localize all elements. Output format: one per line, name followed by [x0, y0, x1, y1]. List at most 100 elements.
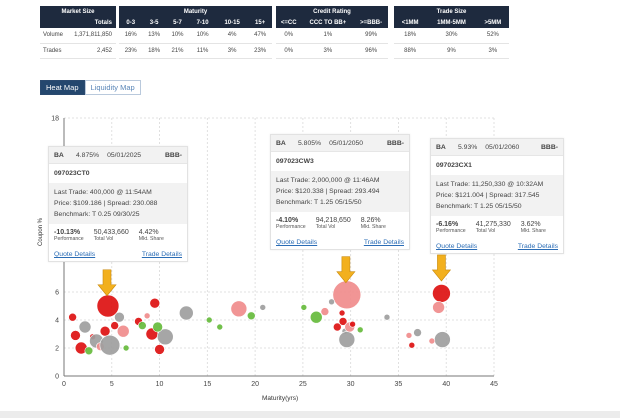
x-tick-label: 10: [156, 381, 164, 388]
y-tick-label: 18: [51, 116, 59, 123]
table-row: 18% 30% 52%: [394, 28, 509, 44]
cell: 30%: [426, 28, 477, 44]
y-tick-label: 0: [55, 374, 59, 381]
col-header: 10-15: [215, 17, 249, 28]
highlight-arrow-icon: [431, 254, 452, 282]
cell: 3%: [215, 43, 249, 59]
trade-details-link[interactable]: Trade Details: [517, 243, 558, 250]
table-row: 16% 13% 10% 10% 4% 47%: [119, 28, 272, 44]
cell: 4%: [215, 28, 249, 44]
card-price: Price: $121.004 | Spread: 317.545: [436, 192, 540, 199]
mkt-share-label: Mkt. Share: [360, 224, 386, 230]
x-tick-label: 25: [299, 381, 307, 388]
table-row: Volume 1,371,811,850: [40, 28, 116, 44]
cell: 47%: [248, 28, 272, 44]
data-point: [99, 334, 121, 356]
arrow-shape: [336, 256, 356, 284]
data-point: [428, 337, 436, 345]
x-tick-label: 40: [442, 381, 450, 388]
bond-card-1: BA 4.875% 05/01/2025 BBB- 097023CT0 Last…: [48, 146, 188, 262]
data-point: [383, 313, 391, 321]
x-tick-label: 35: [395, 381, 403, 388]
y-tick-label: 6: [55, 290, 59, 297]
card-price: Price: $120.338 | Spread: 293.494: [276, 188, 380, 195]
x-tick-label: 20: [251, 381, 259, 388]
cell: 10%: [189, 28, 216, 44]
trade-header: Trade Size: [394, 6, 509, 17]
card-last-trade: Last Trade: 11,250,330 @ 10:32AM: [436, 181, 544, 188]
data-point: [230, 300, 248, 318]
card-benchmark: Benchmark: T 0.25 09/30/25: [54, 211, 140, 218]
card-benchmark: Benchmark: T 1.25 05/15/50: [436, 203, 522, 210]
data-point: [432, 284, 451, 303]
data-point: [152, 321, 163, 333]
card-cusip: 097023CX1: [436, 162, 472, 169]
quote-details-link[interactable]: Quote Details: [54, 251, 96, 258]
card-mkt-share: 4.42%: [138, 229, 159, 236]
market-size-header: Market Size: [40, 6, 116, 17]
card-performance: -4.10%: [276, 217, 299, 224]
data-point: [68, 312, 77, 322]
trade-size-table: Trade Size <1MM 1MM-5MM >5MM 18% 30% 52%…: [394, 6, 509, 59]
market-size-table: Market Size Totals Volume 1,371,811,850 …: [40, 6, 116, 59]
cell: 0%: [276, 43, 302, 59]
data-point: [149, 297, 161, 309]
card-ticker: BA: [436, 143, 446, 151]
x-tick-label: 45: [490, 381, 498, 388]
data-point: [99, 325, 111, 337]
card-mkt-share: 3.62%: [520, 221, 541, 228]
data-point: [116, 324, 130, 338]
data-point: [179, 305, 194, 321]
card-price: Price: $109.186 | Spread: 230.088: [54, 200, 158, 207]
x-tick-label: 15: [203, 381, 211, 388]
cell: 23%: [248, 43, 272, 59]
card-total-vol: 94,218,650: [315, 217, 351, 224]
trade-details-link[interactable]: Trade Details: [363, 239, 404, 246]
liquidity-map-tab[interactable]: Liquidity Map: [84, 80, 141, 95]
card-cusip: 097023CW3: [276, 158, 314, 165]
highlight-arrow-icon: [97, 269, 117, 297]
quote-details-link[interactable]: Quote Details: [436, 243, 478, 250]
highlight-arrow-icon: [336, 256, 356, 284]
data-point: [110, 321, 119, 330]
performance-label: Performance: [436, 228, 466, 234]
total-vol-label: Total Vol: [93, 236, 114, 242]
data-point: [338, 331, 356, 348]
table-row: 0% 3% 96%: [276, 43, 388, 59]
data-point: [338, 309, 346, 317]
col-header: >5MM: [476, 17, 509, 28]
heat-map-tab[interactable]: Heat Map: [40, 80, 85, 95]
performance-label: Performance: [54, 236, 84, 242]
row-label: Trades: [40, 43, 68, 59]
data-point: [143, 312, 151, 320]
total-vol-label: Total Vol: [475, 228, 496, 234]
card-last-trade: Last Trade: 2,000,000 @ 11:46AM: [276, 177, 380, 184]
trade-details-link[interactable]: Trade Details: [141, 251, 182, 258]
credit-header: Credit Rating: [276, 6, 388, 17]
arrow-shape: [431, 254, 452, 282]
mkt-share-label: Mkt. Share: [138, 236, 164, 242]
cell: 1%: [301, 28, 355, 44]
x-tick-label: 5: [110, 381, 114, 388]
data-point: [156, 328, 174, 346]
card-maturity: 05/01/2025: [107, 151, 142, 159]
bond-card-2: BA 5.805% 05/01/2050 BBB- 097023CW3 Last…: [270, 134, 410, 250]
card-rating: BBB-: [541, 143, 558, 151]
col-header: >=BBB-: [354, 17, 388, 28]
y-axis-title: Coupon %: [38, 217, 44, 246]
card-mkt-share: 8.26%: [360, 217, 381, 224]
bond-card-3: BA 5.93% 05/01/2060 BBB- 097023CX1 Last …: [430, 138, 564, 254]
data-point: [332, 280, 362, 310]
map-toggle: Heat Map Liquidity Map: [40, 80, 141, 95]
data-point: [154, 344, 165, 355]
cell: 3%: [301, 43, 355, 59]
cell: 23%: [119, 43, 143, 59]
data-point: [405, 332, 413, 339]
col-header: <=CC: [276, 17, 302, 28]
cell: 99%: [354, 28, 388, 44]
maturity-table: Maturity 0-3 3-5 5-7 7-10 10-15 15+ 16% …: [119, 6, 272, 59]
cell: 96%: [354, 43, 388, 59]
quote-details-link[interactable]: Quote Details: [276, 239, 318, 246]
credit-rating-table: Credit Rating <=CC CCC TO BB+ >=BBB- 0% …: [276, 6, 388, 59]
